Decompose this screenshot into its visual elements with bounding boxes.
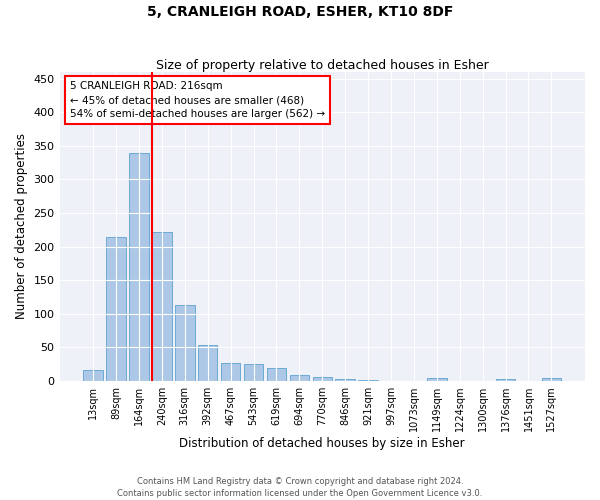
Bar [83, 370, 103, 381]
Bar [106, 236, 126, 381]
Y-axis label: Number of detached properties: Number of detached properties [15, 134, 28, 320]
Bar [244, 364, 263, 381]
Bar [152, 232, 172, 381]
Bar [427, 378, 446, 381]
Bar [290, 375, 309, 381]
Bar [358, 380, 378, 381]
Bar [496, 379, 515, 381]
Bar [542, 378, 561, 381]
Bar [313, 377, 332, 381]
Bar [221, 364, 241, 381]
Text: 5 CRANLEIGH ROAD: 216sqm
← 45% of detached houses are smaller (468)
54% of semi-: 5 CRANLEIGH ROAD: 216sqm ← 45% of detach… [70, 82, 325, 120]
Bar [267, 368, 286, 381]
Bar [335, 379, 355, 381]
Bar [175, 305, 194, 381]
Text: 5, CRANLEIGH ROAD, ESHER, KT10 8DF: 5, CRANLEIGH ROAD, ESHER, KT10 8DF [147, 5, 453, 19]
Bar [129, 152, 149, 381]
Bar [198, 344, 217, 381]
Title: Size of property relative to detached houses in Esher: Size of property relative to detached ho… [156, 59, 488, 72]
Text: Contains HM Land Registry data © Crown copyright and database right 2024.
Contai: Contains HM Land Registry data © Crown c… [118, 476, 482, 498]
X-axis label: Distribution of detached houses by size in Esher: Distribution of detached houses by size … [179, 437, 465, 450]
